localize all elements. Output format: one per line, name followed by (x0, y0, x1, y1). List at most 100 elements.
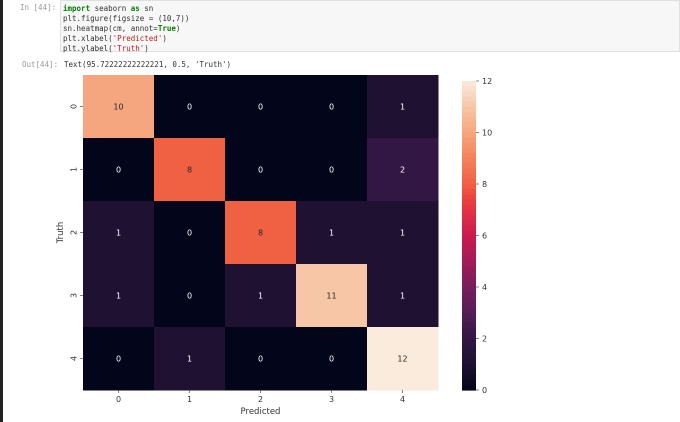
cell-annotation: 1 (116, 229, 121, 238)
heatmap-cell (154, 264, 226, 328)
colorbar-segment (462, 374, 476, 381)
cell-annotation: 1 (116, 292, 121, 301)
heatmap-cell (83, 75, 155, 139)
cell-annotation: 0 (116, 166, 121, 175)
cell-annotation: 11 (326, 292, 336, 301)
colorbar-segment (462, 292, 476, 298)
colorbar-segment (462, 369, 476, 376)
y-axis-label: Truth (56, 222, 66, 245)
code-cell-editor[interactable]: import seaborn as sn plt.figure(figsize =… (60, 0, 680, 53)
colorbar-tick-label: 4 (482, 283, 487, 292)
code-token: True (157, 24, 176, 33)
code-token: as (130, 4, 140, 13)
colorbar-tick-label: 12 (482, 77, 492, 86)
heatmap-cell (296, 138, 368, 202)
heatmap-cell (154, 138, 226, 202)
colorbar-tick-label: 0 (482, 386, 487, 395)
heatmap-cell (225, 327, 297, 391)
heatmap-cell (367, 264, 439, 328)
colorbar-segment (462, 86, 476, 92)
colorbar-segment (462, 147, 476, 154)
code-token: import (63, 4, 91, 13)
y-tick-label: 2 (70, 230, 79, 235)
colorbar-segment (462, 168, 476, 175)
colorbar-segment (462, 209, 476, 216)
colorbar-segment (462, 307, 476, 314)
code-line: sn.heatmap(cm, annot=True) (63, 24, 677, 34)
notebook-left-border (0, 0, 3, 422)
code-token: ) (162, 34, 167, 43)
colorbar-segment (462, 81, 476, 87)
colorbar-segment (462, 384, 476, 391)
colorbar-segment (462, 189, 476, 195)
heatmap-cell (367, 327, 439, 391)
colorbar-segment (462, 96, 476, 103)
code-line: import seaborn as sn (63, 4, 677, 14)
colorbar-segment (462, 312, 476, 319)
cell-annotation: 0 (329, 103, 334, 112)
colorbar-segment (462, 214, 476, 221)
colorbar-segment (462, 240, 476, 247)
code-token: 'Predicted' (112, 34, 163, 43)
colorbar-segment (462, 317, 476, 324)
x-axis-label: Predicted (241, 407, 281, 417)
out-prompt: Out[44]: (22, 60, 59, 69)
colorbar-segment (462, 106, 476, 113)
cell-annotation: 0 (329, 166, 334, 175)
colorbar-segment (462, 338, 476, 345)
colorbar-segment (462, 137, 476, 144)
heatmap-cell (225, 75, 297, 139)
colorbar-segment (462, 266, 476, 273)
cell-annotation: 12 (397, 355, 407, 364)
code-token: ) (175, 24, 181, 33)
x-tick-label: 1 (187, 395, 192, 404)
colorbar-segment (462, 111, 476, 118)
colorbar-segment (462, 178, 476, 185)
colorbar-segment (462, 158, 476, 164)
heatmap-cell (296, 201, 368, 265)
colorbar-segment (462, 220, 476, 226)
colorbar-segment (462, 359, 476, 365)
heatmap-cell (154, 75, 226, 139)
code-token: plt.figure(figsize = (10,7)) (63, 14, 190, 23)
colorbar-segment (462, 328, 476, 334)
cell-annotation: 1 (400, 229, 405, 238)
colorbar-segment (462, 348, 476, 355)
colorbar-segment (462, 122, 476, 128)
colorbar-segment (462, 297, 476, 304)
colorbar-segment (462, 173, 476, 180)
heatmap-cell (367, 201, 439, 265)
cell-annotation: 0 (187, 103, 192, 112)
cell-annotation: 1 (187, 355, 192, 364)
colorbar-tick-label: 8 (482, 180, 487, 189)
heatmap-cell (225, 201, 297, 265)
colorbar-segment (462, 281, 476, 288)
colorbar-segment (462, 101, 476, 108)
colorbar-segment (462, 333, 476, 340)
heatmap-cell (225, 138, 297, 202)
colorbar-segment (462, 142, 476, 149)
colorbar-segment (462, 153, 476, 159)
colorbar-tick-label: 10 (482, 129, 492, 138)
colorbar-segment (462, 225, 476, 231)
colorbar-segment (462, 127, 476, 134)
colorbar-segment (462, 343, 476, 350)
colorbar-segment (462, 302, 476, 309)
y-tick-label: 4 (70, 356, 79, 361)
colorbar-segment (462, 132, 476, 139)
cell-annotation: 1 (400, 103, 405, 112)
colorbar-segment (462, 235, 476, 242)
cell-annotation: 10 (113, 103, 123, 112)
code-token: 'Truth' (112, 44, 145, 53)
colorbar-segment (462, 353, 476, 360)
code-line: plt.figure(figsize = (10,7)) (63, 14, 677, 24)
colorbar-segment (462, 379, 476, 386)
x-tick-label: 4 (400, 395, 405, 404)
y-tick-label: 1 (70, 167, 79, 172)
x-tick-label: 0 (116, 395, 121, 404)
colorbar-segment (462, 163, 476, 170)
cell-annotation: 0 (258, 166, 263, 175)
colorbar-segment (462, 204, 476, 211)
cell-annotation: 1 (329, 229, 334, 238)
